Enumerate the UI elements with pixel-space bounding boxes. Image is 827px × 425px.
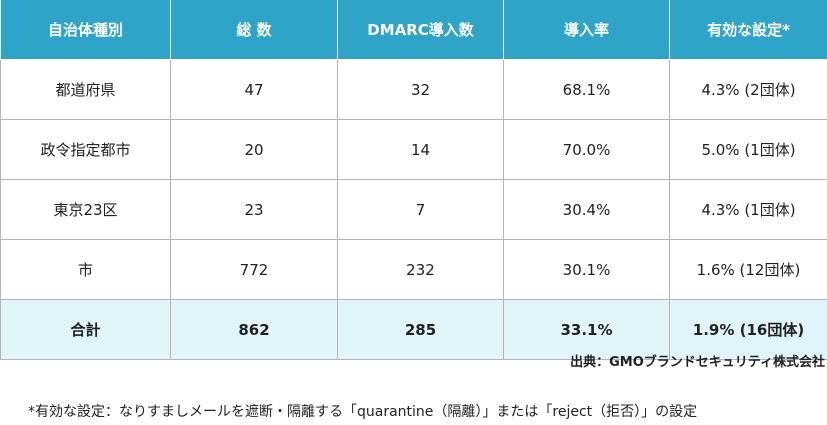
cell-effective: 1.6% (12団体) <box>669 239 827 300</box>
cell-rate: 30.4% <box>503 179 670 240</box>
cell-effective: 5.0% (1団体) <box>669 119 827 180</box>
header-dmarc-count: DMARC導入数 <box>337 0 504 60</box>
cell-total: 23 <box>170 179 338 240</box>
footnote: *有効な設定：なりすましメールを遮断・隔離する「quarantine（隔離）」ま… <box>28 404 698 420</box>
cell-total: 47 <box>170 59 338 120</box>
cell-rate: 70.0% <box>503 119 670 180</box>
cell-effective: 4.3% (2団体) <box>669 59 827 120</box>
cell-rate: 30.1% <box>503 239 670 300</box>
cell-dmarc-count: 14 <box>337 119 504 180</box>
cell-dmarc-count: 285 <box>337 299 504 360</box>
cell-type: 政令指定都市 <box>0 119 171 180</box>
total-row: 合計 862 285 33.1% 1.9% (16団体) <box>0 299 827 360</box>
header-rate: 導入率 <box>503 0 670 60</box>
cell-rate: 33.1% <box>503 299 670 360</box>
table-row: 都道府県 47 32 68.1% 4.3% (2団体) <box>0 59 827 120</box>
cell-type: 東京23区 <box>0 179 171 240</box>
cell-effective: 1.9% (16団体) <box>669 299 827 360</box>
cell-total: 862 <box>170 299 338 360</box>
source-credit: 出典：GMOブランドセキュリティ株式会社 <box>570 355 825 370</box>
cell-rate: 68.1% <box>503 59 670 120</box>
cell-dmarc-count: 32 <box>337 59 504 120</box>
dmarc-table: 自治体種別 総 数 DMARC導入数 導入率 有効な設定* 都道府県 47 32 68… <box>0 0 827 360</box>
cell-total: 20 <box>170 119 338 180</box>
table-row: 東京23区 23 7 30.4% 4.3% (1団体) <box>0 179 827 240</box>
cell-dmarc-count: 232 <box>337 239 504 300</box>
cell-type: 市 <box>0 239 171 300</box>
cell-total: 772 <box>170 239 338 300</box>
header-effective: 有効な設定* <box>669 0 827 60</box>
table-row: 政令指定都市 20 14 70.0% 5.0% (1団体) <box>0 119 827 180</box>
cell-type: 合計 <box>0 299 171 360</box>
cell-effective: 4.3% (1団体) <box>669 179 827 240</box>
header-row: 自治体種別 総 数 DMARC導入数 導入率 有効な設定* <box>0 0 827 60</box>
table-row: 市 772 232 30.1% 1.6% (12団体) <box>0 239 827 300</box>
header-total: 総 数 <box>170 0 338 60</box>
header-type: 自治体種別 <box>0 0 171 60</box>
cell-type: 都道府県 <box>0 59 171 120</box>
cell-dmarc-count: 7 <box>337 179 504 240</box>
